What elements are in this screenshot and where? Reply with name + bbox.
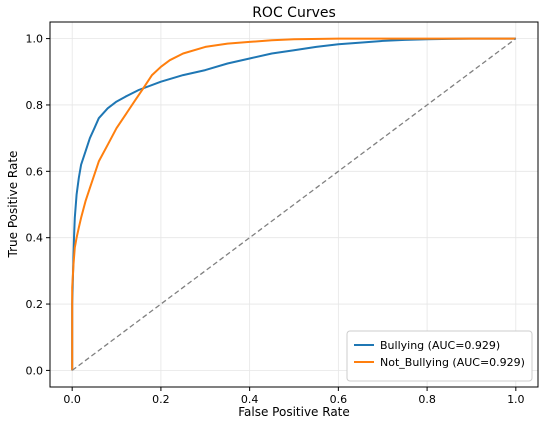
chart-title: ROC Curves — [252, 5, 336, 21]
x-tick-label: 1.0 — [507, 393, 525, 406]
y-tick-label: 0.2 — [26, 298, 44, 311]
legend-box — [346, 330, 533, 382]
x-tick-label: 0.2 — [152, 393, 170, 406]
y-tick-label: 0.8 — [26, 99, 44, 112]
series-layer — [71, 37, 517, 371]
y-tick-label: 1.0 — [26, 33, 44, 46]
y-axis-label: True Positive Rate — [6, 151, 20, 259]
x-tick-label: 0.8 — [418, 393, 436, 406]
legend: Bullying (AUC=0.929) Not_Bullying (AUC=0.… — [346, 330, 533, 382]
x-tick-label: 0.6 — [330, 393, 348, 406]
x-tick-label: 0.0 — [63, 393, 81, 406]
x-tick-label: 0.4 — [241, 393, 259, 406]
y-tick-label: 0.6 — [26, 165, 44, 178]
plot-frame — [49, 21, 539, 388]
y-tick-label: 0.4 — [26, 232, 44, 245]
roc-curve-1 — [71, 37, 516, 371]
y-tick-label: 0.0 — [26, 364, 44, 377]
diagonal-reference-line — [71, 38, 517, 371]
legend-label: Not_Bullying (AUC=0.929) — [380, 356, 525, 369]
legend-label: Bullying (AUC=0.929) — [380, 339, 500, 352]
x-axis-label: False Positive Rate — [238, 405, 350, 419]
y-ticks: 0.0 0.2 0.4 0.6 0.8 1.0 — [26, 33, 50, 377]
roc-curve-0 — [71, 37, 516, 371]
x-ticks: 0.0 0.2 0.4 0.6 0.8 1.0 — [63, 387, 525, 406]
